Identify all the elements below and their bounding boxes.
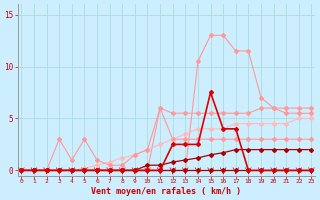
X-axis label: Vent moyen/en rafales ( km/h ): Vent moyen/en rafales ( km/h ) — [92, 187, 241, 196]
